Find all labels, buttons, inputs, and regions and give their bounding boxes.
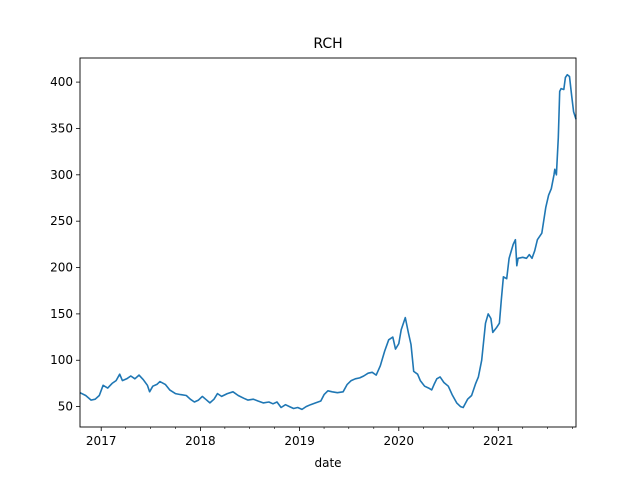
y-tick-label: 50 — [58, 400, 73, 414]
y-tick-label: 400 — [50, 75, 73, 89]
y-tick-label: 350 — [50, 121, 73, 135]
y-axis: 50 100 150 200 250 300 350 400 — [50, 75, 80, 414]
x-axis-label: date — [314, 456, 341, 470]
x-tick-label: 2020 — [384, 434, 415, 448]
x-axis: 2017 2018 2019 2020 2021 — [86, 427, 573, 448]
x-tick-label: 2019 — [284, 434, 315, 448]
y-tick-label: 200 — [50, 261, 73, 275]
plot-area — [79, 73, 577, 411]
x-tick-label: 2018 — [185, 434, 216, 448]
y-tick-label: 150 — [50, 307, 73, 321]
series-line — [79, 73, 577, 411]
chart-title: RCH — [313, 36, 342, 52]
x-tick-label: 2017 — [86, 434, 117, 448]
axes-frame — [79, 57, 577, 428]
y-tick-label: 250 — [50, 214, 73, 228]
x-tick-label: 2021 — [483, 434, 514, 448]
y-tick-label: 100 — [50, 353, 73, 367]
y-tick-label: 300 — [50, 168, 73, 182]
